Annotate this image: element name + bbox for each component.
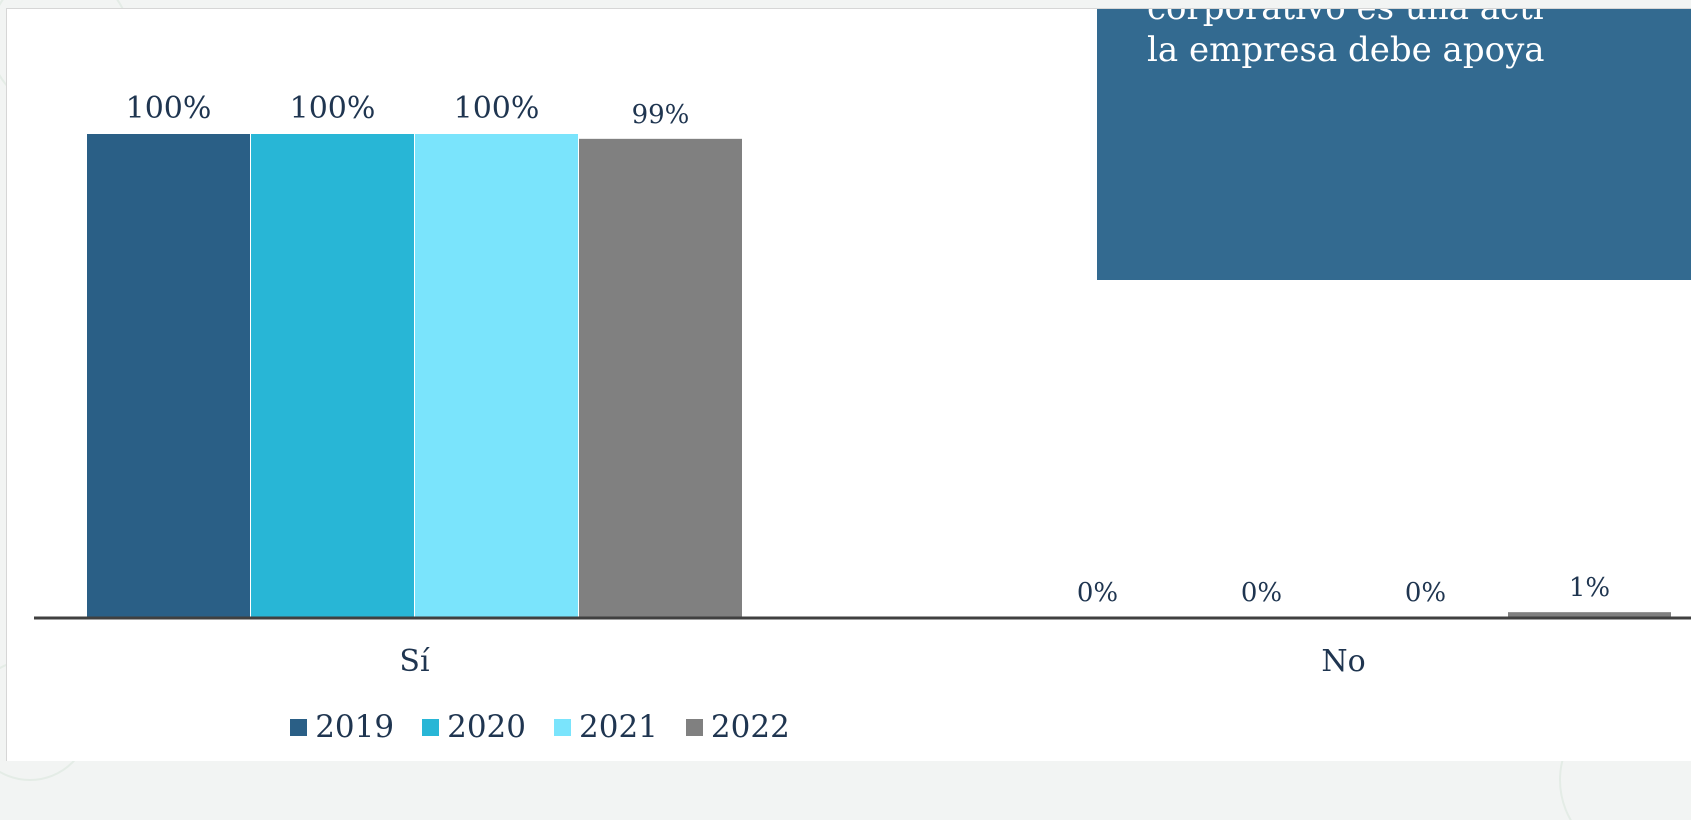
legend-swatch [685,718,703,736]
legend-item-2022: 2022 [685,709,790,745]
data-label: 0% [1241,578,1282,608]
legend-swatch [422,718,440,736]
data-label: 1% [1569,573,1610,603]
data-label: 100% [454,91,540,126]
bar-2020-si [251,134,414,617]
chart-legend: 2019 2020 2021 2022 [7,709,1037,745]
chart-panel: 100% 100% 100% 99% Sí 0% 0% 0% 1% No corporativo … [6,8,1691,761]
legend-item-2021: 2021 [554,709,658,745]
legend-swatch [290,718,308,736]
bar-2021-si [415,134,578,617]
legend-item-2020: 2020 [422,709,526,745]
callout-text: corporativo es una acti la empresa debe … [1147,8,1545,70]
legend-swatch [554,718,571,736]
data-label: 99% [632,100,690,130]
x-axis-tick-label: No [1321,644,1365,679]
legend-label: 2021 [579,709,658,745]
legend-item-2019: 2019 [290,709,394,745]
data-label: 0% [1077,578,1118,608]
legend-label: 2019 [315,709,395,745]
legend-label: 2020 [447,709,526,745]
data-label: 0% [1405,578,1446,608]
data-label: 100% [290,91,376,126]
x-axis-tick-label: Sí [399,644,430,679]
bar-2022-si [579,138,742,617]
legend-label: 2022 [710,709,790,745]
data-label: 100% [126,91,212,126]
bar-chart: 100% 100% 100% 99% Sí 0% 0% 0% 1% No [34,91,1691,679]
bar-2019-si [87,134,250,617]
bar-2022-no [1508,612,1671,617]
callout-box: corporativo es una acti la empresa debe … [1097,8,1691,280]
